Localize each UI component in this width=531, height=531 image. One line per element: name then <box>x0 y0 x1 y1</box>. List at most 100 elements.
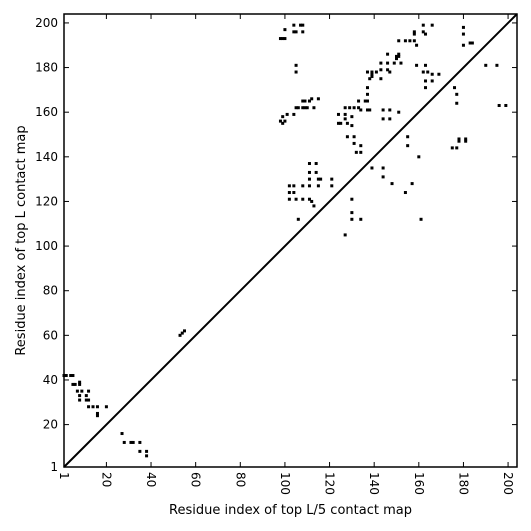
y-tick-label: 1 <box>50 460 58 474</box>
x-tick-label: 20 <box>99 472 113 487</box>
data-point <box>352 135 356 139</box>
x-tick-label: 100 <box>278 472 292 495</box>
data-point <box>120 432 124 436</box>
data-point <box>87 398 91 402</box>
data-point <box>292 30 296 34</box>
data-point <box>424 86 428 90</box>
data-point <box>359 150 363 154</box>
data-point <box>285 112 289 116</box>
data-point <box>138 440 142 444</box>
data-point <box>504 103 508 107</box>
data-point <box>354 150 358 154</box>
data-point <box>292 23 296 27</box>
data-point <box>365 70 369 74</box>
data-point <box>410 182 414 186</box>
data-point <box>365 86 369 90</box>
data-point <box>419 217 423 221</box>
data-point <box>455 146 459 150</box>
data-point <box>468 41 472 45</box>
x-tick-label: 120 <box>323 472 337 495</box>
data-point <box>294 63 298 67</box>
data-point <box>73 382 77 386</box>
data-point <box>370 74 374 78</box>
data-point <box>464 137 468 141</box>
data-point <box>95 411 99 415</box>
data-point <box>363 99 367 103</box>
data-point <box>294 30 298 34</box>
data-point <box>345 135 349 139</box>
data-point <box>301 99 305 103</box>
data-point <box>278 119 282 123</box>
data-point <box>406 135 410 139</box>
data-point <box>104 405 108 409</box>
data-point <box>330 177 334 181</box>
data-point <box>292 112 296 116</box>
y-tick-label: 80 <box>43 284 58 298</box>
data-point <box>336 112 340 116</box>
data-point <box>131 440 135 444</box>
data-point <box>395 54 398 58</box>
y-tick-label: 200 <box>35 16 58 30</box>
data-point <box>281 37 285 41</box>
data-point <box>278 37 282 41</box>
data-point <box>69 374 73 378</box>
x-tick-label: 40 <box>144 472 158 487</box>
data-point <box>307 184 311 188</box>
data-point <box>78 398 82 402</box>
data-point <box>283 37 287 41</box>
data-point <box>359 217 363 221</box>
data-point <box>316 97 320 101</box>
data-point <box>129 440 133 444</box>
data-point <box>281 115 285 119</box>
x-tick-label: 160 <box>412 472 426 495</box>
data-point <box>91 405 95 409</box>
data-point <box>145 454 149 458</box>
data-point <box>296 217 300 221</box>
data-point <box>406 144 410 148</box>
data-point <box>395 57 398 61</box>
data-point <box>350 115 354 119</box>
data-point <box>399 61 403 65</box>
data-point <box>305 106 309 110</box>
y-tick-label: 40 <box>43 373 58 387</box>
data-point <box>412 39 416 43</box>
data-point <box>294 106 298 110</box>
data-point <box>415 63 419 67</box>
data-point <box>388 117 392 121</box>
x-tick-label: 140 <box>367 472 381 495</box>
data-point <box>292 184 296 188</box>
data-point <box>417 155 421 159</box>
data-point <box>301 30 305 34</box>
data-point <box>283 119 287 123</box>
data-point <box>430 72 434 76</box>
data-point <box>424 32 428 36</box>
data-point <box>178 333 182 337</box>
data-point <box>455 92 459 96</box>
data-point <box>316 184 320 188</box>
data-point <box>464 139 468 143</box>
data-point <box>78 382 82 386</box>
x-tick-label: 200 <box>501 472 515 495</box>
data-point <box>339 121 343 125</box>
data-point <box>368 108 372 112</box>
data-point <box>301 23 305 27</box>
data-point <box>343 117 347 121</box>
data-point <box>386 52 390 56</box>
data-point <box>343 233 347 237</box>
data-point <box>379 61 383 65</box>
data-point <box>455 101 459 105</box>
data-point <box>379 68 383 72</box>
data-point <box>287 191 291 195</box>
y-tick-label: 100 <box>35 239 58 253</box>
data-point <box>287 197 291 201</box>
data-point <box>350 217 354 221</box>
data-point <box>307 170 311 174</box>
data-point <box>374 70 378 74</box>
data-point <box>84 398 88 402</box>
y-tick-label: 20 <box>43 418 58 432</box>
data-point <box>350 211 354 215</box>
data-point <box>348 106 352 110</box>
data-point <box>307 99 311 103</box>
